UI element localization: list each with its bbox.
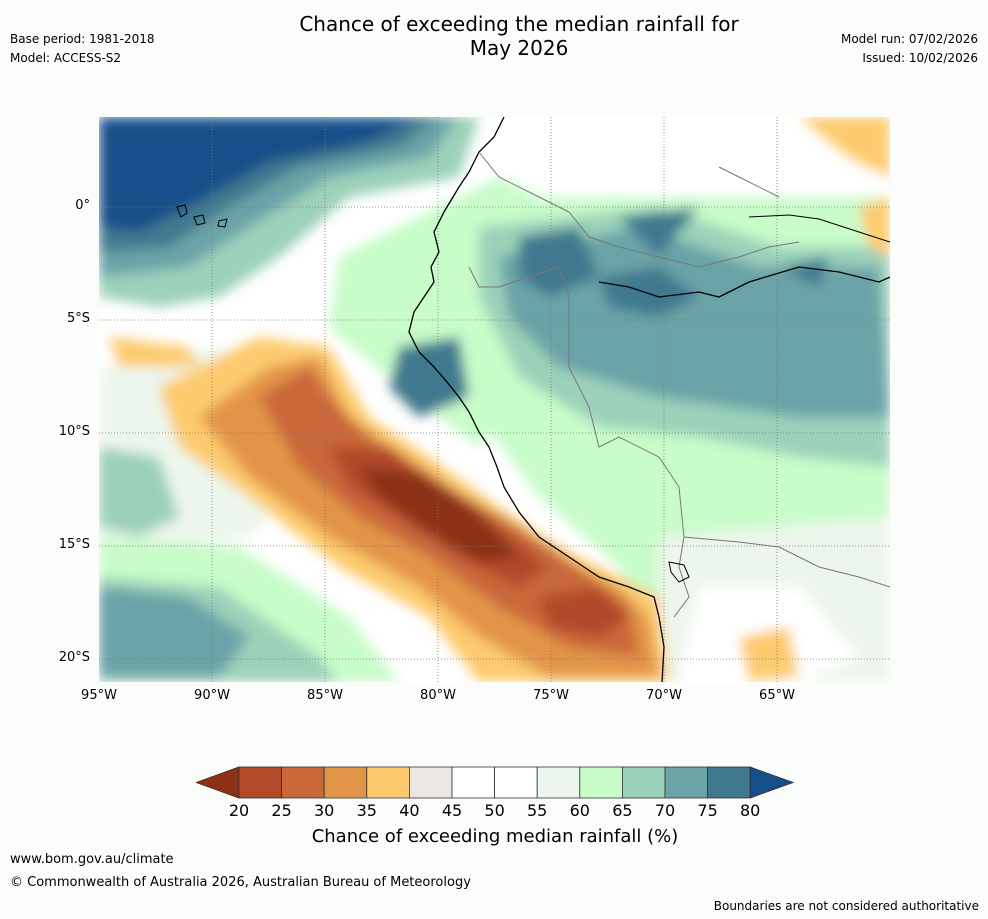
model-run-date: Model run: 07/02/2026 xyxy=(840,32,978,46)
colorbar xyxy=(196,766,794,799)
colorbar-tick-label: 50 xyxy=(484,801,505,820)
probability-fields xyxy=(99,117,890,682)
colorbar-tick-label: 20 xyxy=(228,801,250,820)
issued-date: Issued: 10/02/2026 xyxy=(862,51,978,65)
lon-label-95w: 95°W xyxy=(81,688,117,703)
country-borders xyxy=(468,151,890,618)
colorbar-tick-label: 75 xyxy=(697,801,718,820)
lon-label-65w: 65°W xyxy=(759,688,795,703)
field-75-80-amazon-b xyxy=(619,207,699,257)
lat-label-15s: 15°S xyxy=(58,537,90,552)
colorbar-segment xyxy=(323,766,368,799)
field-75-80-amazon-a xyxy=(599,267,699,317)
colorbar-tick-label: 80 xyxy=(740,801,761,820)
colorbar-tick-label: 45 xyxy=(441,801,463,820)
field-35-40-south-bolivia xyxy=(739,627,799,682)
lat-label-10s: 10°S xyxy=(58,424,90,439)
colorbar-extend-low xyxy=(196,766,240,799)
field-below-20-core xyxy=(359,467,519,562)
field-20-25-south-peru xyxy=(539,587,629,637)
lon-label-90w: 90°W xyxy=(194,688,230,703)
colorbar-tick-label: 60 xyxy=(569,801,590,820)
coastline xyxy=(408,117,665,682)
amazon-river xyxy=(598,266,890,298)
colorbar-segment xyxy=(621,766,666,799)
colorbar-label: Chance of exceeding median rainfall (%) xyxy=(311,826,679,847)
colorbar-segment xyxy=(664,766,708,799)
colorbar-tick-label: 35 xyxy=(356,801,377,820)
model-name: Model: ACCESS-S2 xyxy=(10,51,122,65)
colorbar-segment xyxy=(281,766,325,799)
lon-label-70w: 70°W xyxy=(646,688,682,703)
colorbar-tick-label: 30 xyxy=(314,801,335,820)
field-75-80-coast xyxy=(389,337,469,417)
colorbar-segment xyxy=(238,766,282,799)
lat-label-5s: 5°S xyxy=(66,311,90,326)
page-title: Chance of exceeding the median rainfall … xyxy=(244,12,794,60)
field-35-40-offshore-west xyxy=(109,337,199,367)
lon-label-80w: 80°W xyxy=(420,688,456,703)
base-period: Base period: 1981-2018 xyxy=(10,32,155,46)
field-75-80-north-peru xyxy=(519,227,599,297)
colorbar-segment xyxy=(408,766,453,799)
colorbar-tick-label: 25 xyxy=(271,801,292,820)
title-line-1: Chance of exceeding the median rainfall … xyxy=(299,12,739,36)
field-75-80-amazon-c xyxy=(779,257,829,287)
galapagos-islands xyxy=(176,204,228,228)
colorbar-segment xyxy=(536,766,581,799)
rainfall-map xyxy=(99,117,890,682)
lat-label-0: 0° xyxy=(75,198,90,213)
lon-label-75w: 75°W xyxy=(533,688,569,703)
colorbar-segment xyxy=(366,766,410,799)
lat-label-20s: 20°S xyxy=(58,650,90,665)
field-70-75-southwest xyxy=(99,587,249,677)
graticule xyxy=(99,117,890,682)
colorbar-tick-label: 65 xyxy=(612,801,633,820)
colorbar-segment xyxy=(494,766,538,799)
colorbar-tick-label: 55 xyxy=(527,801,548,820)
lon-label-85w: 85°W xyxy=(307,688,343,703)
colorbar-tick-label: 70 xyxy=(654,801,676,820)
rio-negro xyxy=(748,214,890,243)
title-line-2: May 2026 xyxy=(469,36,569,60)
website-link[interactable]: www.bom.gov.au/climate xyxy=(10,852,174,867)
colorbar-tick-label: 40 xyxy=(399,801,420,820)
colorbar-segment xyxy=(707,766,751,799)
boundary-disclaimer: Boundaries are not considered authoritat… xyxy=(713,899,979,913)
field-65-70-west xyxy=(99,447,179,537)
copyright: © Commonwealth of Australia 2026, Austra… xyxy=(10,875,471,890)
field-80-plus-northwest xyxy=(99,117,419,232)
colorbar-segment xyxy=(451,766,495,799)
lake-titicaca xyxy=(668,561,690,583)
field-35-40-east xyxy=(859,197,890,257)
colorbar-segment xyxy=(579,766,623,799)
field-35-40-northeast xyxy=(799,117,890,177)
colorbar-extend-high xyxy=(749,766,794,799)
